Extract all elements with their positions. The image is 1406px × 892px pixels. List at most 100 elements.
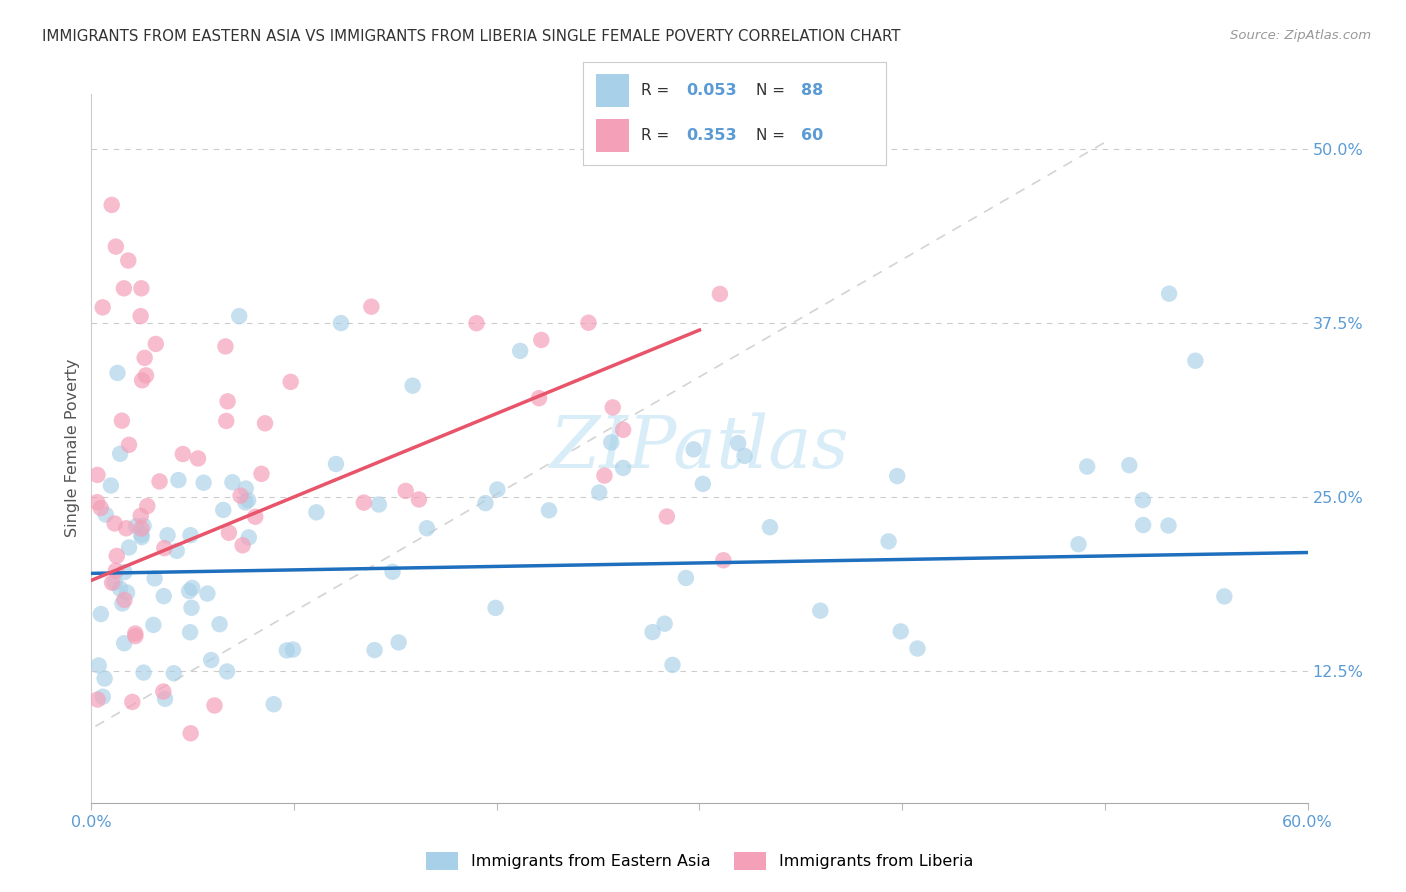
Point: [104, 516, 127, 531]
Point: [136, 499, 159, 513]
Point: [907, 641, 929, 656]
Point: [112, 281, 135, 295]
Point: [675, 571, 697, 585]
Point: [235, 482, 257, 496]
Point: [474, 496, 496, 510]
Point: [235, 495, 257, 509]
Point: [204, 698, 226, 713]
Point: [91, 690, 114, 704]
Point: [250, 467, 273, 481]
Point: [1076, 459, 1098, 474]
Point: [245, 509, 267, 524]
Point: [263, 697, 285, 711]
Point: [486, 483, 509, 497]
Point: [90, 607, 112, 621]
Point: [180, 600, 202, 615]
Point: [253, 417, 276, 431]
Point: [108, 582, 131, 596]
Point: [115, 521, 138, 535]
Point: [132, 518, 155, 533]
Point: [808, 604, 831, 618]
Point: [654, 616, 676, 631]
Point: [107, 366, 129, 380]
Point: [759, 520, 782, 534]
Point: [325, 457, 347, 471]
Point: [537, 503, 560, 517]
Point: [1132, 518, 1154, 533]
Point: [217, 394, 239, 409]
Point: [145, 337, 167, 351]
Text: IMMIGRANTS FROM EASTERN ASIA VS IMMIGRANTS FROM LIBERIA SINGLE FEMALE POVERTY CO: IMMIGRANTS FROM EASTERN ASIA VS IMMIGRAN…: [42, 29, 901, 44]
Point: [105, 549, 128, 563]
Text: R =: R =: [641, 128, 673, 143]
Point: [641, 625, 664, 640]
Point: [1118, 458, 1140, 473]
Point: [1213, 590, 1236, 604]
Point: [215, 414, 238, 428]
Point: [363, 643, 385, 657]
Point: [118, 541, 141, 555]
Point: [682, 442, 704, 457]
Point: [1184, 353, 1206, 368]
Point: [152, 684, 174, 698]
Point: [612, 423, 634, 437]
Point: [329, 316, 352, 330]
Point: [530, 333, 553, 347]
Point: [179, 625, 201, 640]
Point: [86, 467, 108, 482]
Text: 0.053: 0.053: [686, 83, 737, 97]
Point: [367, 498, 389, 512]
Point: [94, 508, 117, 522]
Point: [112, 636, 135, 650]
Point: [1132, 493, 1154, 508]
Point: [153, 541, 176, 556]
Point: [229, 489, 252, 503]
Point: [129, 309, 152, 323]
Point: [180, 726, 202, 740]
Point: [602, 401, 624, 415]
Point: [131, 530, 153, 544]
Point: [221, 475, 243, 490]
Point: [101, 575, 124, 590]
Point: [132, 665, 155, 680]
Point: [153, 691, 176, 706]
Point: [131, 527, 153, 541]
Text: 88: 88: [801, 83, 824, 97]
Point: [181, 581, 204, 595]
Point: [156, 528, 179, 542]
Point: [114, 565, 136, 579]
Point: [593, 468, 616, 483]
Point: [142, 618, 165, 632]
Point: [280, 375, 302, 389]
Point: [131, 522, 153, 536]
Point: [200, 653, 222, 667]
Point: [709, 287, 731, 301]
Point: [578, 316, 600, 330]
Point: [408, 492, 430, 507]
Point: [281, 642, 304, 657]
Point: [305, 505, 328, 519]
Point: [114, 593, 136, 607]
Point: [167, 473, 190, 487]
Point: [121, 695, 143, 709]
Point: [104, 239, 127, 253]
Point: [100, 478, 122, 492]
Point: [152, 589, 174, 603]
Point: [212, 503, 235, 517]
Point: [236, 493, 259, 508]
Point: [90, 501, 112, 516]
Point: [214, 339, 236, 353]
Point: [197, 586, 219, 600]
Point: [734, 449, 756, 463]
Point: [115, 585, 138, 599]
Point: [193, 475, 215, 490]
Point: [276, 643, 298, 657]
Point: [1157, 286, 1180, 301]
Text: Source: ZipAtlas.com: Source: ZipAtlas.com: [1230, 29, 1371, 42]
Point: [218, 525, 240, 540]
Point: [125, 519, 148, 533]
Point: [232, 538, 254, 552]
Point: [588, 485, 610, 500]
Point: [612, 461, 634, 475]
Point: [108, 447, 131, 461]
